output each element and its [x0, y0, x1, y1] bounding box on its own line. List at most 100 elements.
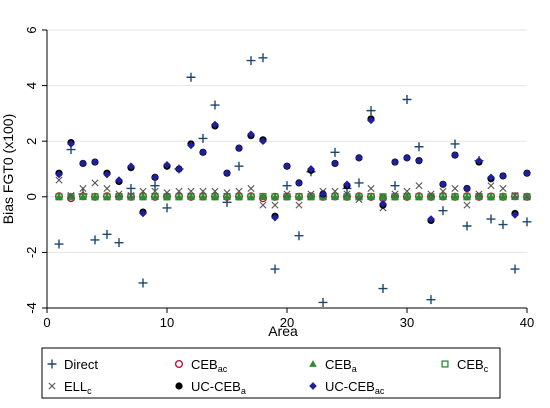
data-point — [295, 192, 303, 200]
data-point — [126, 183, 136, 193]
data-point — [223, 192, 231, 201]
data-point — [355, 196, 363, 204]
data-point — [91, 158, 99, 166]
data-point — [271, 193, 279, 201]
legend-label: UC-CEBac — [325, 379, 385, 396]
legend-label-sub: a — [352, 364, 357, 374]
data-point — [451, 184, 459, 192]
data-point — [138, 278, 148, 288]
y-axis-label: Bias FGT0 (x100) — [0, 114, 16, 224]
data-point — [511, 191, 519, 199]
data-point — [90, 235, 100, 245]
data-point — [379, 193, 387, 201]
data-point — [499, 192, 507, 200]
data-point — [151, 192, 159, 201]
data-point — [475, 192, 483, 200]
data-point — [438, 206, 448, 216]
data-point — [354, 178, 364, 188]
data-point — [139, 187, 147, 195]
x-tick-label: 10 — [160, 315, 174, 330]
data-point — [331, 192, 339, 200]
data-point — [475, 190, 483, 198]
data-point — [79, 159, 87, 168]
data-point — [271, 192, 279, 200]
data-point — [55, 176, 63, 184]
data-point — [427, 215, 435, 223]
series-uc-ceba — [55, 115, 531, 225]
legend-label: Direct — [64, 357, 98, 372]
data-point — [463, 184, 471, 193]
data-point — [343, 192, 351, 200]
data-point — [55, 170, 63, 179]
data-point — [282, 181, 292, 191]
data-point — [295, 179, 303, 187]
data-point — [379, 199, 387, 208]
data-point — [102, 229, 112, 239]
data-point — [319, 190, 327, 198]
data-point — [499, 184, 507, 192]
data-point — [426, 295, 436, 305]
data-point — [439, 187, 447, 195]
y-tick-label: -4 — [24, 302, 39, 314]
data-point — [330, 147, 340, 157]
data-point — [283, 192, 291, 200]
y-tick-label: 0 — [24, 193, 39, 200]
data-point — [235, 193, 243, 201]
y-tick-label: 4 — [24, 82, 39, 89]
data-point — [487, 173, 495, 182]
data-point — [139, 192, 147, 200]
data-point — [487, 193, 495, 201]
data-point — [415, 156, 423, 165]
data-point — [463, 192, 471, 200]
legend-item: ELLc — [48, 379, 92, 396]
series-uc-cebac — [55, 116, 531, 223]
data-point — [235, 192, 243, 200]
data-point — [151, 192, 159, 200]
data-point — [187, 141, 195, 150]
data-point — [487, 182, 495, 190]
data-point — [307, 192, 315, 200]
legend-item: Direct — [47, 357, 98, 372]
data-point — [199, 187, 207, 195]
data-point — [223, 189, 231, 197]
data-point — [331, 187, 339, 195]
legend-marker — [309, 382, 317, 390]
data-point — [295, 201, 303, 209]
data-point — [523, 169, 531, 177]
legend-label-base: CEB — [457, 357, 484, 372]
legend-box — [41, 347, 501, 399]
data-point — [247, 192, 255, 200]
data-point — [463, 201, 471, 209]
data-point — [67, 140, 75, 148]
data-point — [378, 284, 388, 294]
data-point — [307, 165, 315, 173]
legend-marker — [441, 360, 449, 368]
data-point — [271, 201, 279, 209]
data-point — [259, 192, 267, 200]
data-point — [331, 192, 339, 201]
data-point — [247, 193, 255, 201]
data-point — [487, 192, 495, 200]
y-tick-label: -2 — [24, 247, 39, 259]
data-point — [318, 297, 328, 307]
data-point — [199, 148, 207, 157]
data-point — [523, 193, 531, 201]
data-point — [391, 158, 399, 166]
legend-label-base: UC-CEB — [191, 379, 241, 394]
data-point — [139, 193, 147, 201]
data-point — [103, 184, 111, 192]
data-point — [367, 184, 375, 192]
data-point — [390, 181, 400, 191]
data-point — [199, 193, 207, 201]
data-point — [499, 172, 507, 180]
x-tick-label: 20 — [280, 315, 294, 330]
data-point — [127, 191, 135, 199]
data-point — [331, 159, 339, 168]
data-point — [475, 156, 483, 165]
legend-label: UC-CEBa — [191, 379, 246, 396]
data-point — [439, 192, 447, 200]
data-point — [451, 151, 459, 159]
series-ellc — [55, 176, 531, 212]
data-point — [415, 192, 423, 200]
data-point — [211, 187, 219, 195]
